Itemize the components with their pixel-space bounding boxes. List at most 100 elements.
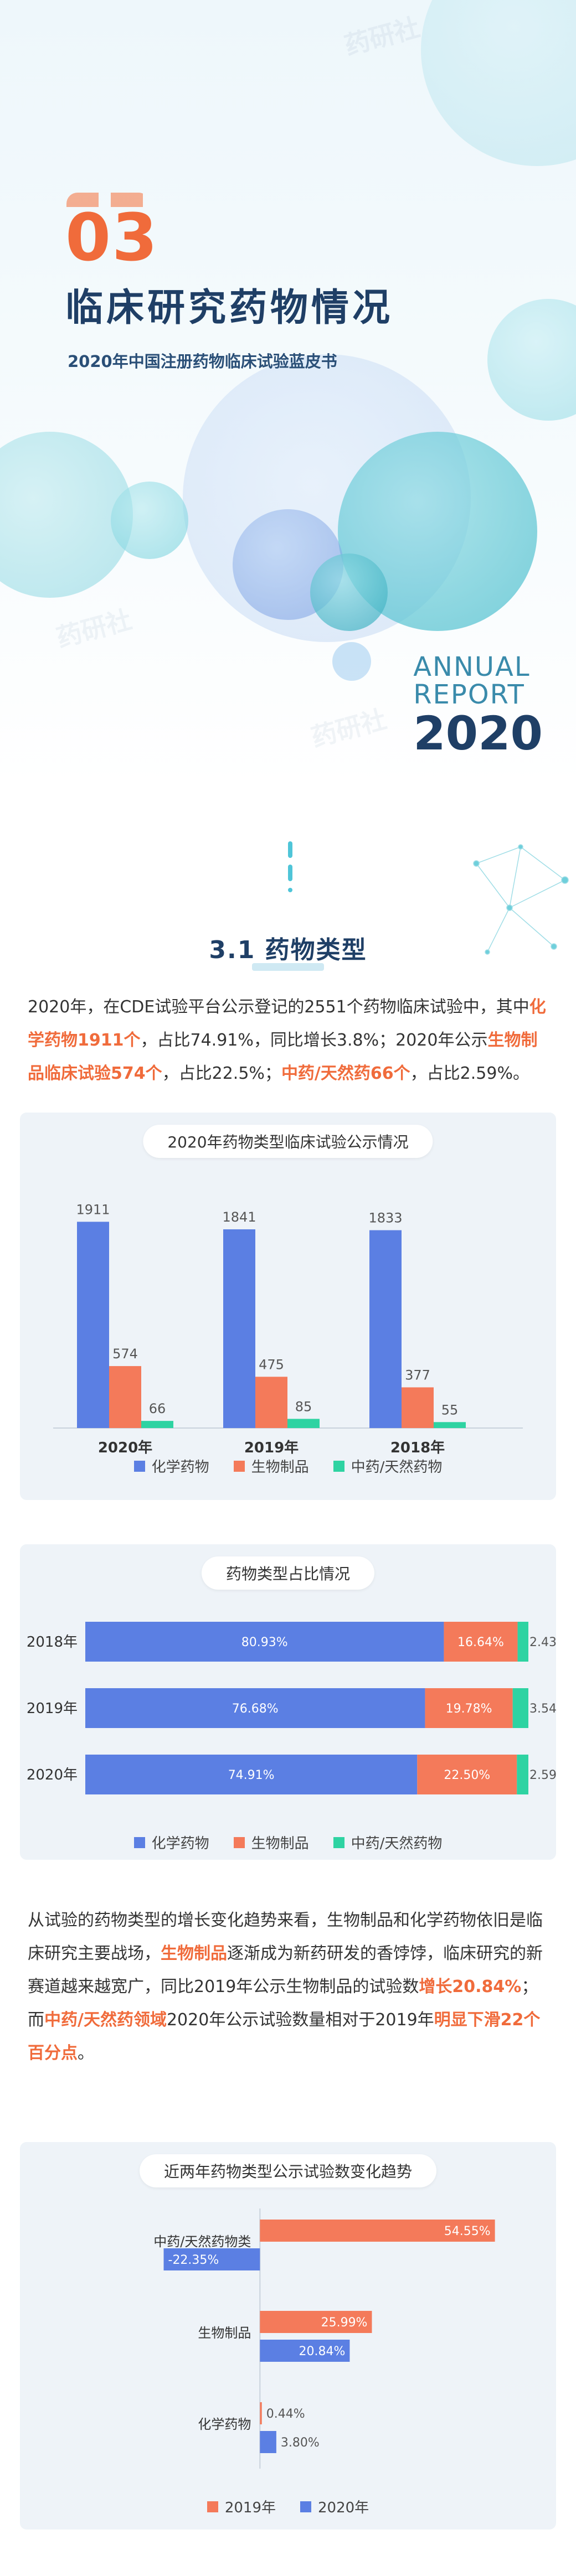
para-text: 2020年，在CDE试验平台公示登记的2551个药物临床试验中，其中 xyxy=(28,997,529,1017)
bar xyxy=(260,2402,262,2424)
watermark-text: 药研社 xyxy=(308,704,390,753)
stacked-bar-chart: 2018年 80.93% 16.64% 2.43% 2019年 76.68% 19.78% 3… xyxy=(27,1622,556,1794)
para-highlight: 中药/天然药66个 xyxy=(281,1064,410,1083)
para-text: ，占比22.5%； xyxy=(162,1064,281,1083)
bubble-decoration xyxy=(310,554,388,631)
bar-segment xyxy=(417,1755,517,1794)
data-label: 20.84% xyxy=(299,2345,346,2358)
x-tick-label: 2018年 xyxy=(390,1439,445,1456)
y-tick-label: 2018年 xyxy=(27,1634,78,1651)
legend-swatch xyxy=(233,1460,245,1472)
y-tick-label: 2020年 xyxy=(27,1767,78,1783)
data-label: 1911 xyxy=(76,1202,110,1217)
legend-swatch xyxy=(133,1460,145,1472)
legend-item: 化学药物 xyxy=(133,1832,209,1853)
legend-item: 生物制品 xyxy=(233,1832,309,1853)
bar xyxy=(223,1229,255,1428)
bar xyxy=(260,2220,495,2242)
bubble-decoration xyxy=(111,482,188,559)
para-text: ，占比2.59%。 xyxy=(410,1064,529,1083)
report-line-annual: ANNUAL xyxy=(413,651,531,682)
bar-segment xyxy=(444,1622,518,1662)
data-label: 66 xyxy=(149,1401,166,1416)
data-label: 16.64% xyxy=(457,1636,504,1649)
chart-title: 药物类型占比情况 xyxy=(201,1556,375,1590)
bar xyxy=(260,2340,350,2362)
bar-segment xyxy=(517,1755,528,1794)
legend-label: 2019年 xyxy=(224,2500,276,2516)
legend-item: 2020年 xyxy=(300,2496,369,2517)
chart-legend: 化学药物 生物制品 中药/天然药物 xyxy=(20,1456,556,1476)
bar xyxy=(255,1377,287,1428)
section-marker xyxy=(288,888,292,892)
data-label: 74.91% xyxy=(228,1768,275,1782)
bar-segment xyxy=(425,1688,513,1728)
data-label: 1833 xyxy=(368,1211,402,1226)
watermark-text: 药研社 xyxy=(53,604,135,653)
chart-title: 近两年药物类型公示试验数变化趋势 xyxy=(139,2154,437,2187)
bar-segment xyxy=(85,1755,418,1794)
annual-report-mark: ANNUAL REPORT 2020 xyxy=(413,653,543,758)
data-label: 3.54% xyxy=(529,1702,556,1716)
data-label: 2.59% xyxy=(529,1768,556,1782)
x-tick-label: 2019年 xyxy=(244,1439,299,1456)
data-label: 54.55% xyxy=(444,2225,491,2238)
data-label: 55 xyxy=(441,1402,459,1418)
legend-swatch xyxy=(233,1837,245,1848)
para-text: ；而 xyxy=(28,1977,538,2030)
legend-item: 中药/天然药物 xyxy=(333,1456,443,1476)
legend-label: 生物制品 xyxy=(251,1835,309,1852)
legend-item: 化学药物 xyxy=(133,1456,209,1476)
section-title-underline xyxy=(252,963,324,971)
report-line-report: REPORT xyxy=(413,679,525,711)
legend-label: 中药/天然药物 xyxy=(351,1459,443,1476)
bar xyxy=(260,2431,276,2453)
chart-card-growth-trend: 近两年药物类型公示试验数变化趋势 中药/天然药物类 54.55% -22.35% 生物… xyxy=(20,2142,556,2530)
data-label: -22.35% xyxy=(168,2253,219,2267)
data-label: 22.50% xyxy=(444,1768,490,1782)
data-label: 76.68% xyxy=(232,1702,279,1716)
para-text: 逐渐成为新药研发的香饽饽，临床研究的新赛道越来越宽广，同比2019年公示生物制品… xyxy=(28,1944,543,1996)
para-highlight: 增长20.84% xyxy=(419,1977,522,1996)
grouped-bar-chart: 1911 574 66 2020年 1841 475 85 2019年 1833 377 55 201… xyxy=(53,1202,523,1456)
y-tick-label: 中药/天然药物类 xyxy=(153,2234,251,2249)
para-text: 从试验的药物类型的增长变化趋势来看，生物制品和化学药物依旧是临床研究主要战场， xyxy=(28,1911,543,1963)
hero-banner: 药研社 药研社 药研社 03 临床研究药物情况 2020年中国注册药物临床试验蓝… xyxy=(0,0,576,786)
bubble-decoration xyxy=(421,0,576,166)
bar xyxy=(369,1230,402,1428)
data-label: 2.43% xyxy=(529,1636,556,1649)
intro-paragraph: 2020年，在CDE试验平台公示登记的2551个药物临床试验中，其中化学药物19… xyxy=(28,991,548,1090)
legend-item: 中药/天然药物 xyxy=(333,1832,442,1853)
legend-label: 2020年 xyxy=(318,2500,369,2516)
bubble-decoration xyxy=(332,642,371,681)
bar xyxy=(402,1387,434,1428)
data-label: 80.93% xyxy=(241,1636,288,1649)
data-label: 574 xyxy=(112,1346,138,1362)
x-tick-label: 2020年 xyxy=(98,1439,152,1456)
bar xyxy=(163,2248,260,2270)
y-tick-label: 生物制品 xyxy=(198,2325,251,2341)
chart-legend: 化学药物 生物制品 中药/天然药物 xyxy=(20,1832,556,1853)
data-label: 3.80% xyxy=(281,2436,320,2450)
para-highlight: 明显下滑22个百分点 xyxy=(28,2010,541,2063)
chart-card-trial-counts: 2020年药物类型临床试验公示情况 1911 574 66 2020年 1841 475 8… xyxy=(20,1113,556,1500)
section-marker xyxy=(288,841,292,858)
para-highlight: 中药/天然药领域 xyxy=(44,2010,167,2030)
data-label: 85 xyxy=(295,1399,312,1414)
data-label: 475 xyxy=(259,1357,284,1372)
para-highlight: 生物制品临床试验574个 xyxy=(28,1031,538,1083)
para-text: ，占比74.91%，同比增长3.8%；2020年公示 xyxy=(140,1031,488,1050)
legend-label: 化学药物 xyxy=(151,1459,209,1476)
legend-item: 2019年 xyxy=(207,2496,276,2517)
section-title: 3.1 药物类型 xyxy=(209,936,367,964)
chapter-subtitle: 2020年中国注册药物临床试验蓝皮书 xyxy=(68,352,337,371)
legend-item: 生物制品 xyxy=(233,1456,309,1476)
analysis-paragraph: 从试验的药物类型的增长变化趋势来看，生物制品和化学药物依旧是临床研究主要战场，生… xyxy=(28,1904,548,2070)
legend-swatch xyxy=(207,2501,218,2512)
data-label: 1841 xyxy=(222,1209,256,1225)
diverging-bar-chart: 中药/天然药物类 54.55% -22.35% 生物制品 25.99% 20.84% 化学药… xyxy=(153,2208,495,2469)
y-tick-label: 2019年 xyxy=(27,1700,78,1717)
bar xyxy=(77,1222,109,1428)
data-label: 377 xyxy=(405,1367,430,1383)
legend-swatch xyxy=(133,1837,145,1848)
